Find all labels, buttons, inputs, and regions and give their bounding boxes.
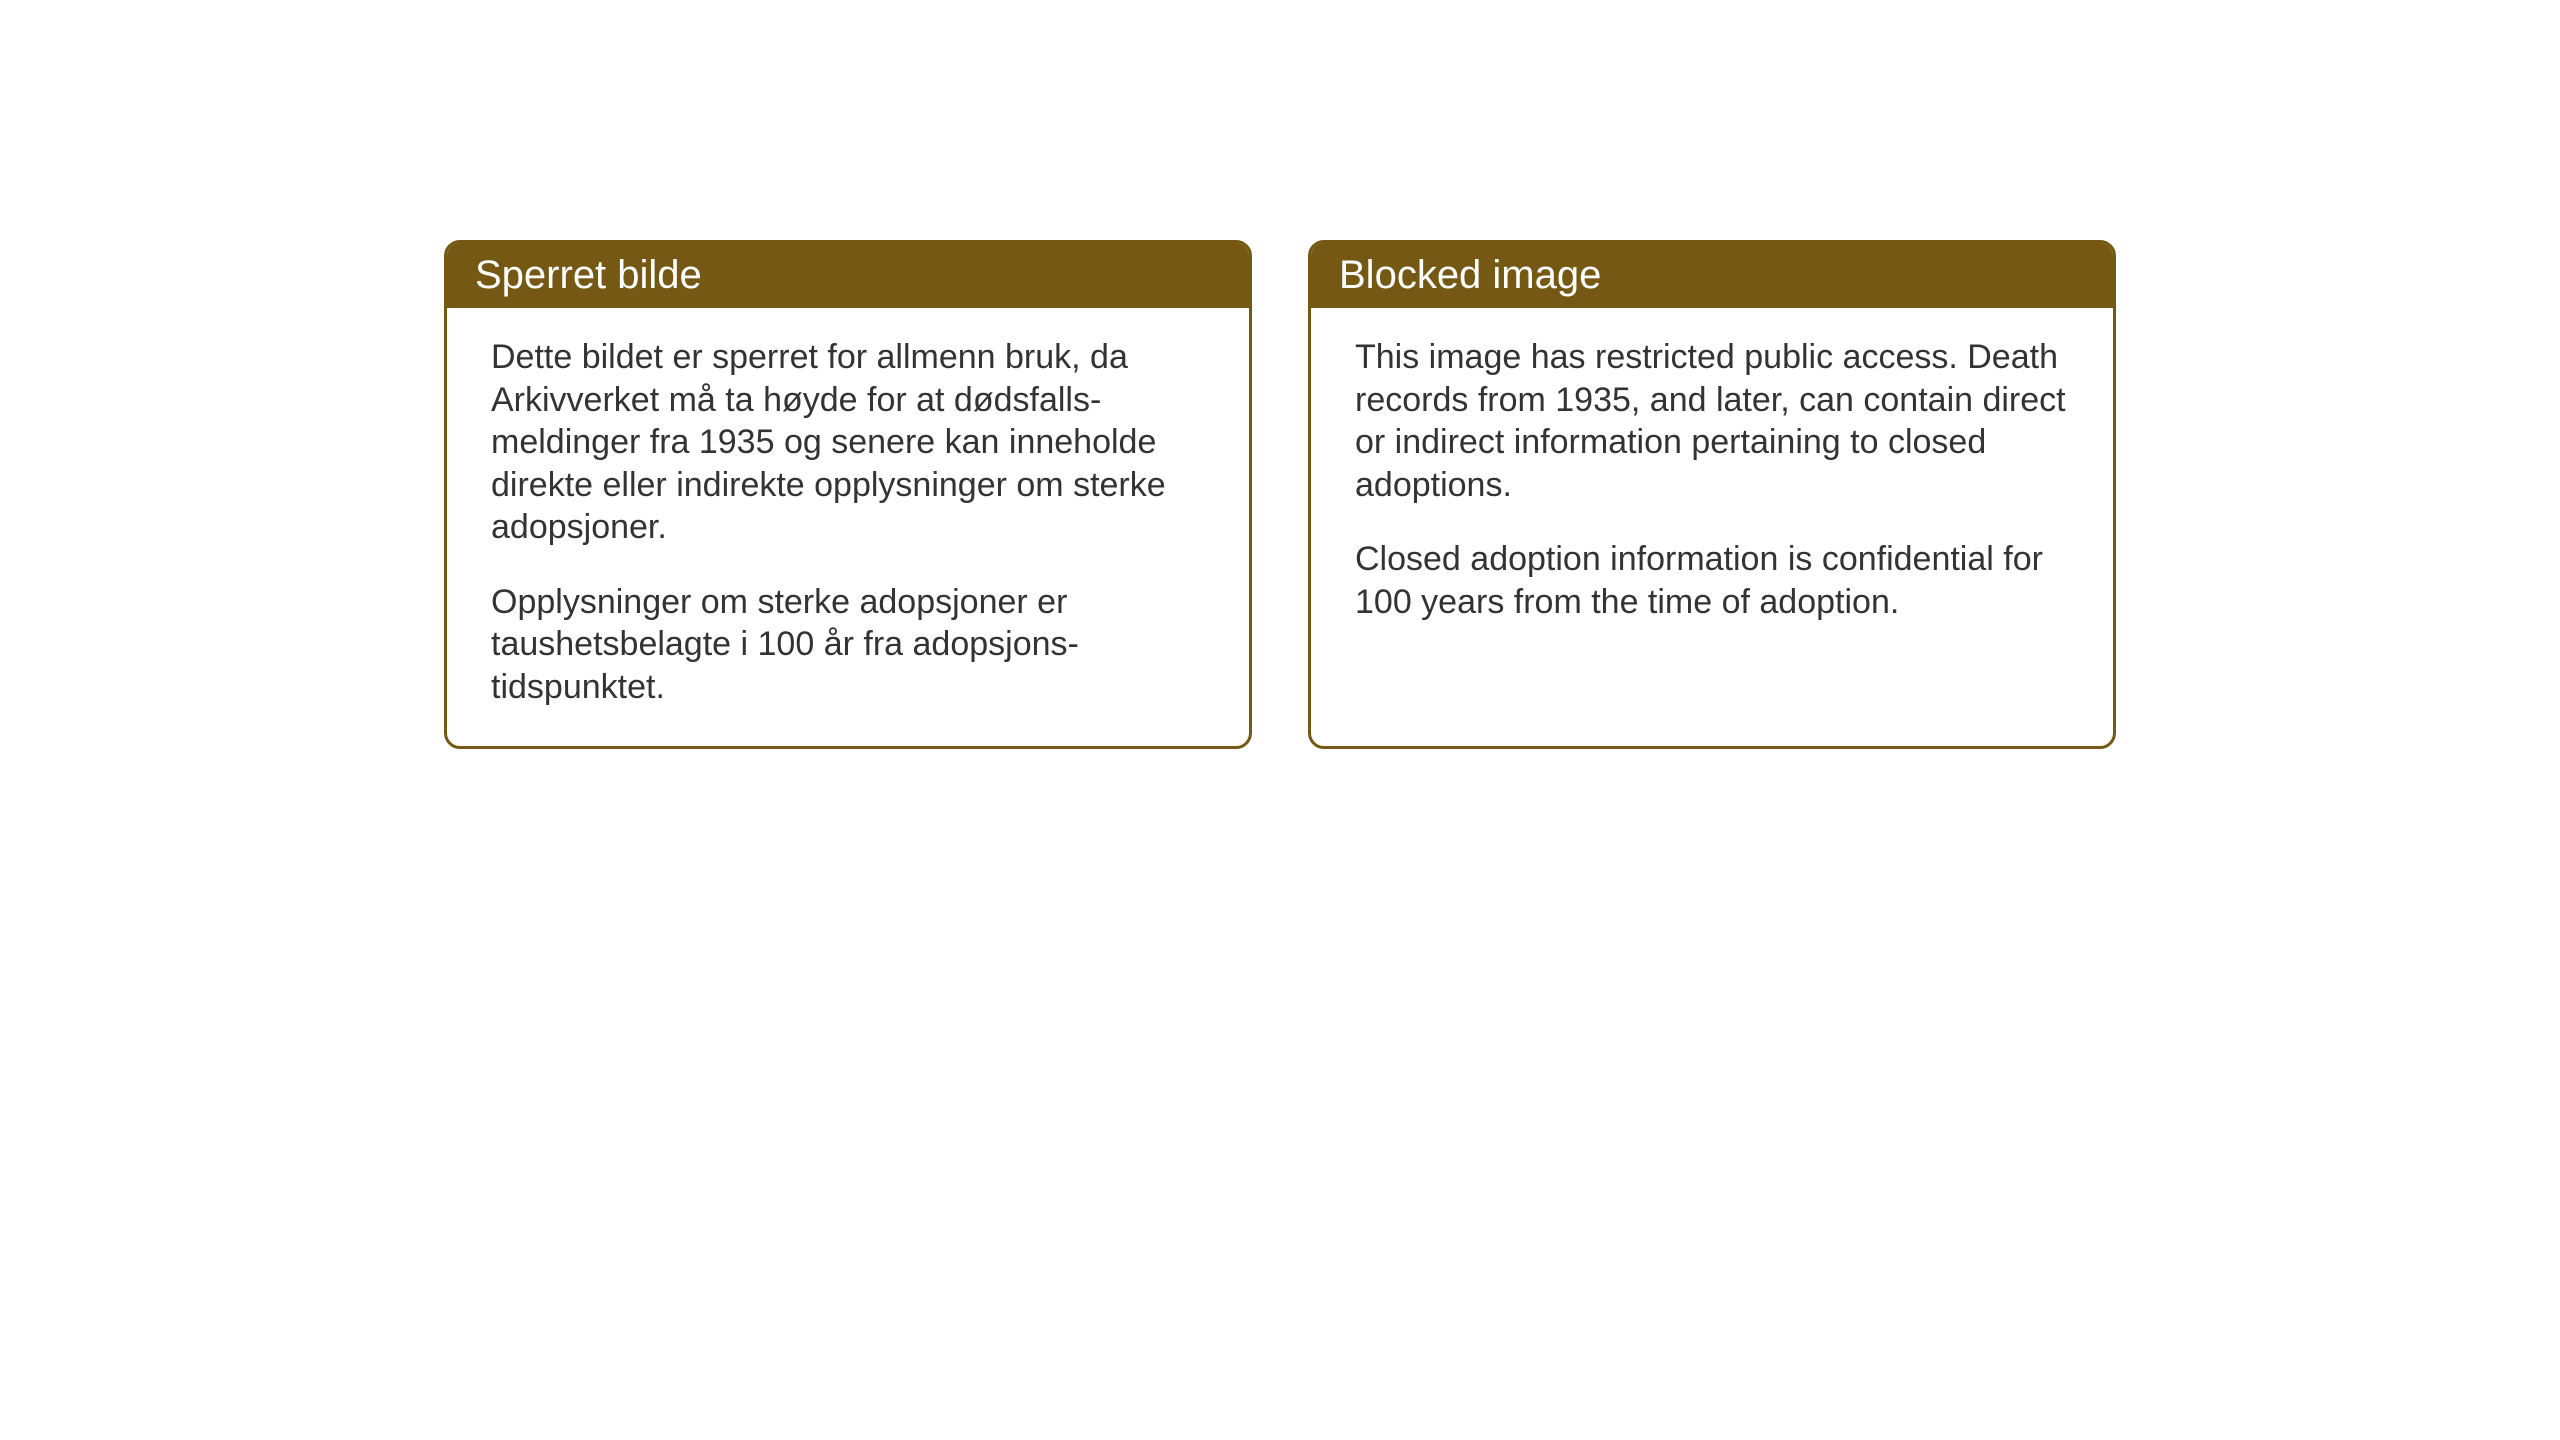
- card-title-norwegian: Sperret bilde: [447, 243, 1249, 308]
- card-body-english: This image has restricted public access.…: [1311, 308, 2113, 659]
- card-paragraph-1: Dette bildet er sperret for allmenn bruk…: [491, 336, 1205, 549]
- card-title-english: Blocked image: [1311, 243, 2113, 308]
- card-paragraph-1: This image has restricted public access.…: [1355, 336, 2069, 506]
- card-english: Blocked image This image has restricted …: [1308, 240, 2116, 749]
- card-norwegian: Sperret bilde Dette bildet er sperret fo…: [444, 240, 1252, 749]
- card-body-norwegian: Dette bildet er sperret for allmenn bruk…: [447, 308, 1249, 744]
- cards-container: Sperret bilde Dette bildet er sperret fo…: [444, 240, 2116, 749]
- card-paragraph-2: Opplysninger om sterke adopsjoner er tau…: [491, 581, 1205, 709]
- card-paragraph-2: Closed adoption information is confident…: [1355, 538, 2069, 623]
